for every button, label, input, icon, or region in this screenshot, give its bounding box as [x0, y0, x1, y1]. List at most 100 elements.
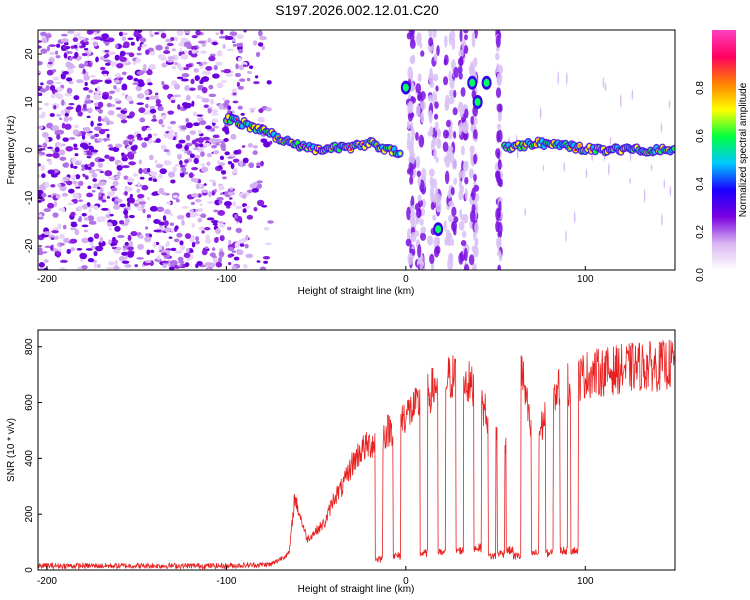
smear-blob: [408, 111, 415, 119]
smear-blob: [458, 221, 465, 231]
noise-blob: [130, 41, 135, 46]
noise-blob: [100, 216, 106, 222]
noise-blob: [116, 63, 124, 69]
noise-blob: [106, 222, 112, 226]
smear-blob: [418, 32, 422, 43]
noise-blob: [82, 203, 88, 210]
smear-blob: [442, 76, 449, 86]
noise-blob: [99, 38, 105, 41]
smear-blob: [448, 32, 453, 46]
smear-blob: [463, 30, 469, 34]
noise-blob: [215, 32, 219, 35]
noise-blob: [87, 152, 93, 156]
noise-blob: [248, 107, 257, 111]
noise-blob: [197, 179, 202, 184]
spectrogram-y-ticks: -20 -10 0 10 20: [24, 48, 42, 253]
noise-blob: [194, 143, 201, 148]
noise-blob: [108, 156, 115, 162]
streak-blob: [604, 82, 607, 92]
noise-blob: [104, 154, 110, 159]
noise-blob: [167, 93, 172, 100]
noise-blob: [222, 102, 230, 109]
noise-blob: [136, 52, 142, 56]
noise-blob: [90, 135, 96, 140]
noise-blob: [81, 237, 89, 244]
noise-blob: [261, 204, 268, 208]
noise-blob: [59, 156, 67, 161]
noise-blob: [57, 183, 62, 188]
noise-blob: [52, 76, 60, 81]
smear-blob: [433, 195, 438, 203]
streak-blob: [620, 94, 622, 108]
noise-blob: [106, 195, 111, 199]
smear-blob: [496, 123, 502, 131]
noise-blob: [139, 37, 147, 43]
smear-blob: [450, 186, 455, 196]
spectrogram-x-ticks: -200 -100 0 100: [37, 266, 594, 285]
noise-blob: [155, 44, 163, 51]
noise-blob: [121, 260, 130, 264]
smear-blob: [428, 94, 434, 102]
noise-blob: [82, 42, 86, 48]
noise-blob: [61, 192, 69, 197]
noise-blob: [141, 43, 147, 48]
noise-blob: [147, 167, 151, 173]
smear-blob: [417, 194, 422, 202]
smear-blob: [468, 254, 475, 266]
noise-blob: [70, 227, 77, 231]
noise-blob: [138, 167, 143, 175]
noise-blob: [189, 130, 197, 135]
noise-blob: [114, 54, 120, 61]
noise-blob: [181, 206, 189, 209]
noise-blob: [145, 96, 150, 100]
smear-blob: [452, 107, 458, 116]
noise-blob: [227, 191, 236, 196]
noise-blob: [108, 95, 113, 100]
noise-blob: [186, 150, 192, 156]
noise-blob: [212, 73, 220, 79]
smear-blob: [495, 52, 500, 61]
y-tick-label: 20: [24, 48, 35, 60]
smear-blob: [406, 206, 411, 221]
noise-blob: [41, 173, 46, 179]
noise-blob: [123, 175, 129, 180]
noise-blob: [194, 75, 200, 81]
smear-blob: [442, 129, 449, 139]
noise-blob: [177, 104, 181, 110]
noise-blob: [222, 107, 228, 111]
noise-blob: [237, 239, 245, 245]
noise-blob: [61, 207, 66, 213]
noise-blob: [213, 64, 218, 71]
smear-blob: [431, 91, 438, 105]
noise-blob: [201, 230, 205, 234]
noise-blob: [98, 192, 102, 198]
smear-blob: [458, 72, 463, 80]
noise-blob: [43, 259, 49, 263]
noise-blob: [160, 144, 167, 150]
noise-blob: [212, 181, 217, 187]
noise-blob: [170, 99, 176, 104]
smear-blob: [415, 155, 421, 169]
smear-blob: [444, 154, 451, 168]
smear-blob: [461, 230, 467, 238]
noise-blob: [221, 146, 227, 152]
noise-blob: [71, 157, 77, 164]
noise-blob: [170, 37, 175, 41]
y-tick-label: 200: [24, 505, 35, 522]
noise-blob: [46, 69, 54, 76]
noise-blob: [43, 231, 51, 236]
noise-blob: [237, 105, 243, 110]
smear-blob: [417, 244, 422, 258]
noise-blob: [150, 33, 154, 38]
noise-blob: [222, 43, 226, 49]
noise-blob: [54, 235, 59, 240]
noise-blob: [133, 77, 139, 82]
noise-blob: [245, 234, 249, 241]
noise-blob: [183, 41, 192, 47]
snr-panel: -200 -100 0 100 0 200 400 600 800 Height of str…: [6, 329, 676, 595]
noise-blob: [172, 194, 179, 199]
smear-blob: [460, 169, 466, 179]
noise-blob: [40, 82, 44, 86]
noise-blob: [211, 109, 218, 114]
smear-blob: [427, 130, 434, 137]
